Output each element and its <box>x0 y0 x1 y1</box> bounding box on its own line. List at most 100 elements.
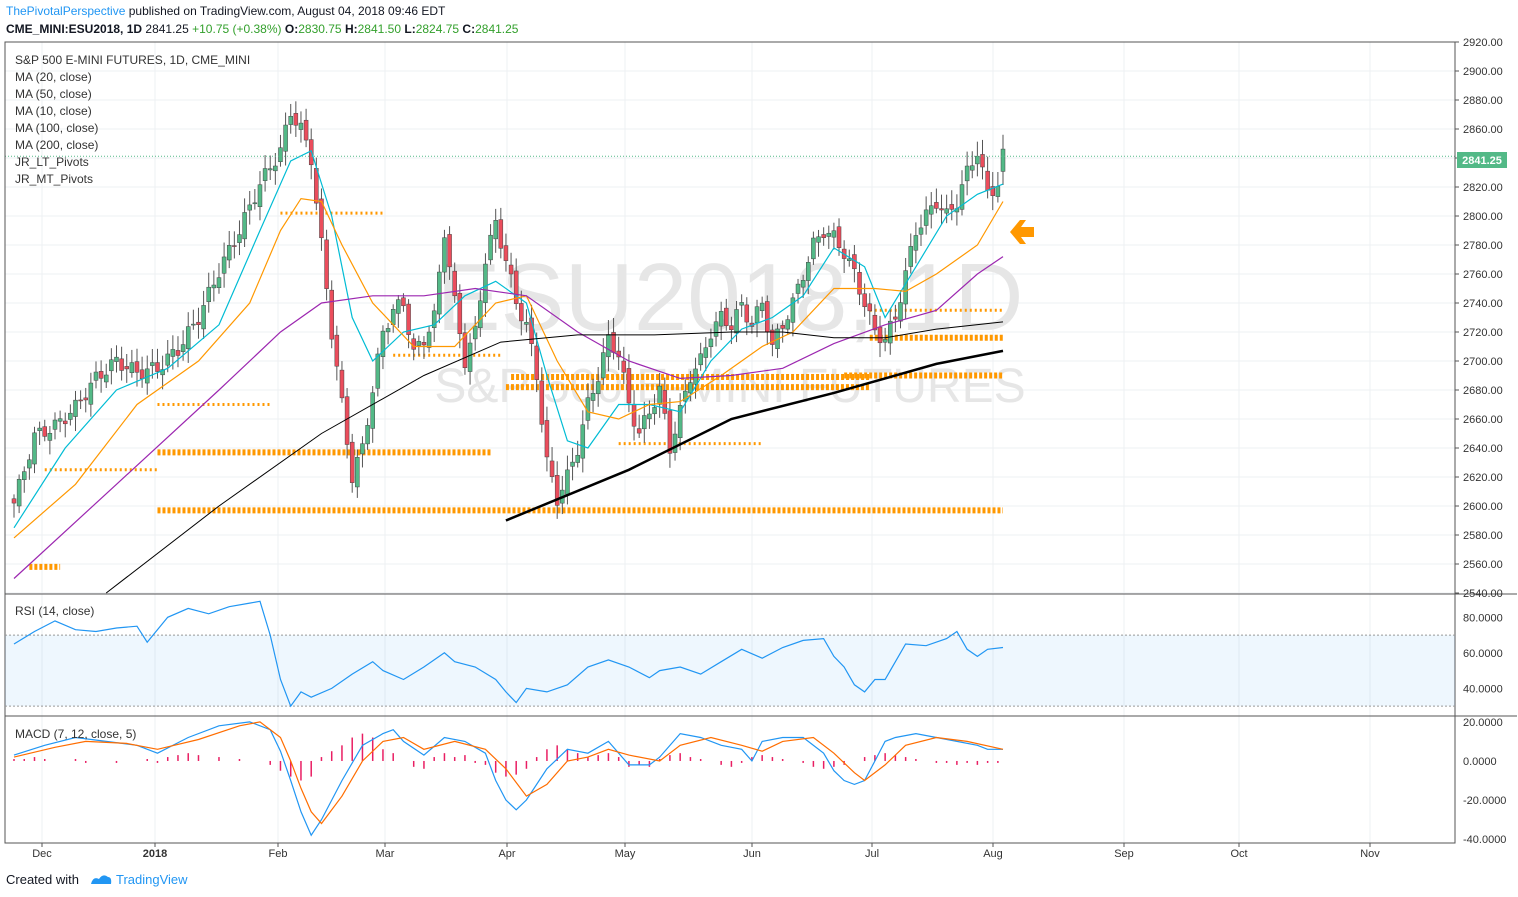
price-tick-label-2620: 2620.00 <box>1463 472 1503 484</box>
macd-tick-label: -40.0000 <box>1463 834 1506 846</box>
candle-body-98 <box>513 270 519 304</box>
candle-body-10 <box>62 420 68 425</box>
candle-body-44 <box>237 234 242 243</box>
candle-body-92 <box>483 263 488 303</box>
candle-body-70 <box>370 392 375 429</box>
ma50-line <box>13 256 1004 579</box>
published-line: ThePivotalPerspective published on Tradi… <box>6 4 445 18</box>
macd-tick-label: 20.0000 <box>1463 717 1503 729</box>
panes-border <box>4 41 1456 844</box>
x-tick-label-6: Jun <box>743 848 761 860</box>
candle-body-55 <box>293 113 299 126</box>
candle-body-122 <box>636 428 642 434</box>
candle-body-181 <box>939 208 944 211</box>
candle-body-137 <box>713 321 719 337</box>
rsi-band-fill <box>5 635 1455 707</box>
candle-body-62 <box>329 289 334 340</box>
candle-body-178 <box>923 209 929 226</box>
candle-body-54 <box>288 115 293 125</box>
candle-body-116 <box>606 334 611 358</box>
legend-lt-pivots[interactable]: JR_LT_Pivots <box>15 155 89 169</box>
candle-body-115 <box>601 352 606 379</box>
candle-body-5 <box>37 427 42 431</box>
candle-body-46 <box>247 204 252 211</box>
candle-body-80 <box>421 342 427 346</box>
candle-body-106 <box>554 475 560 506</box>
candle-body-138 <box>718 311 724 327</box>
candle-body-155 <box>806 262 811 281</box>
candle-body-4 <box>32 432 37 465</box>
candle-body-73 <box>385 328 391 333</box>
candle-body-186 <box>964 165 970 182</box>
footer: Created with TradingView <box>6 872 188 887</box>
candle-body-103 <box>539 380 545 425</box>
candle-body-33 <box>180 344 186 352</box>
price-tick-label-2720: 2720.00 <box>1463 327 1503 339</box>
candle-body-37 <box>201 305 206 330</box>
candle-body-171 <box>888 320 893 344</box>
macd-tick-label: -20.0000 <box>1463 795 1506 807</box>
candle-body-192 <box>995 186 1001 197</box>
candle-body-43 <box>232 245 237 247</box>
x-tick-label-4: Apr <box>498 848 515 860</box>
candle-body-69 <box>365 425 370 445</box>
candle-body-51 <box>273 165 278 172</box>
candle-body-23 <box>129 362 135 373</box>
high-label: H: <box>344 22 358 36</box>
candle-body-57 <box>303 119 309 141</box>
legend-ma200[interactable]: MA (200, close) <box>15 138 99 152</box>
candle-body-45 <box>242 212 247 240</box>
price-tick-label-2560: 2560.00 <box>1463 559 1503 571</box>
legend-ma10[interactable]: MA (10, close) <box>15 104 92 118</box>
candle-body-81 <box>426 331 432 348</box>
ma20-line <box>13 197 1004 539</box>
candle-body-108 <box>565 469 570 495</box>
candle-body-25 <box>139 369 145 379</box>
x-tick-label-2: Feb <box>269 848 288 860</box>
candle-body-100 <box>524 321 529 325</box>
price-tick-label-2880: 2880.00 <box>1463 95 1503 107</box>
price-tick-label-2780: 2780.00 <box>1463 240 1503 252</box>
candle-body-145 <box>754 306 760 323</box>
macd-pane: 20.0000 0.0000 -20.0000 -40.0000 <box>13 717 1506 846</box>
legend-ma20[interactable]: MA (20, close) <box>15 70 92 84</box>
candle-body-30 <box>165 353 170 366</box>
symbol-ohlc-line: CME_MINI:ESU2018, 1D 2841.25 +10.75 (+0.… <box>6 22 518 36</box>
candle-body-8 <box>52 419 58 430</box>
moving-averages <box>5 149 1455 594</box>
candle-body-9 <box>57 418 63 422</box>
macd-label[interactable]: MACD (7, 12, close, 5) <box>15 727 137 741</box>
low-value: 2824.75 <box>415 22 460 36</box>
price-tick-label-2900: 2900.00 <box>1463 66 1503 78</box>
candle-body-105 <box>549 460 555 477</box>
candle-body-34 <box>185 326 191 349</box>
candle-body-166 <box>862 293 867 307</box>
x-tick-label-8: Aug <box>983 848 1003 860</box>
price-tick-label-2640: 2640.00 <box>1463 443 1503 455</box>
legend-ma50[interactable]: MA (50, close) <box>15 87 92 101</box>
last-price-tag <box>1457 152 1507 168</box>
candle-body-52 <box>278 147 283 163</box>
author-link[interactable]: ThePivotalPerspective <box>6 4 126 18</box>
candle-body-71 <box>375 353 381 389</box>
footer-brand[interactable]: TradingView <box>116 872 188 887</box>
candle-body-2 <box>21 471 27 480</box>
last-price: 2841.25 <box>145 22 189 36</box>
legend-mt-pivots[interactable]: JR_MT_Pivots <box>15 172 94 186</box>
candle-body-97 <box>508 264 514 275</box>
price-tick-label-2740: 2740.00 <box>1463 298 1503 310</box>
legend-ma100[interactable]: MA (100, close) <box>15 121 99 135</box>
candle-body-14 <box>83 397 88 401</box>
candle-body-136 <box>708 338 714 348</box>
candle-body-189 <box>980 154 985 168</box>
candle-body-61 <box>324 239 329 289</box>
candle-body-27 <box>150 362 155 366</box>
candle-body-135 <box>703 347 709 358</box>
candle-body-13 <box>78 399 83 402</box>
candle-body-0 <box>11 498 17 504</box>
rsi-label[interactable]: RSI (14, close) <box>15 604 95 618</box>
candle-body-154 <box>800 280 806 288</box>
candle-body-96 <box>503 245 509 261</box>
candle-body-147 <box>765 301 770 333</box>
